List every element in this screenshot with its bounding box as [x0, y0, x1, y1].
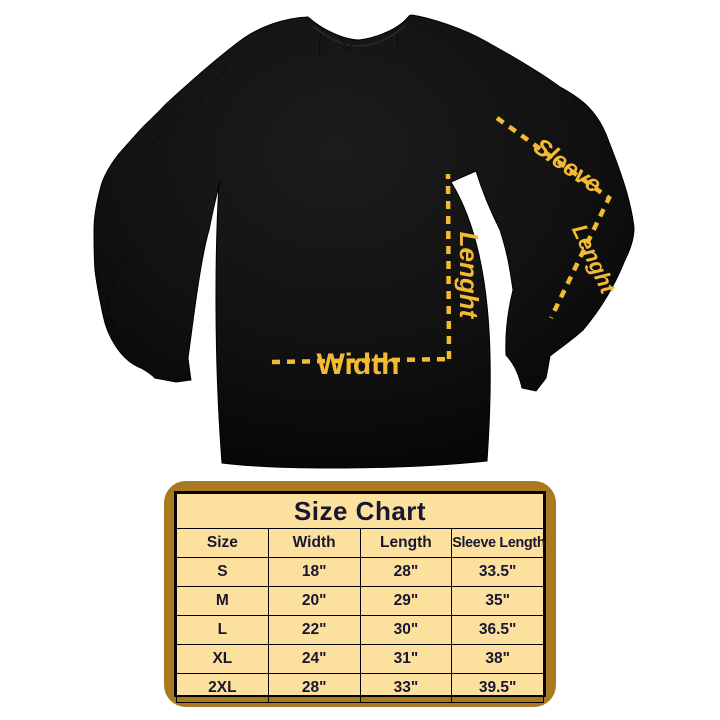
svg-text:Width: Width: [316, 348, 399, 381]
svg-text:Lenght: Lenght: [454, 232, 484, 320]
